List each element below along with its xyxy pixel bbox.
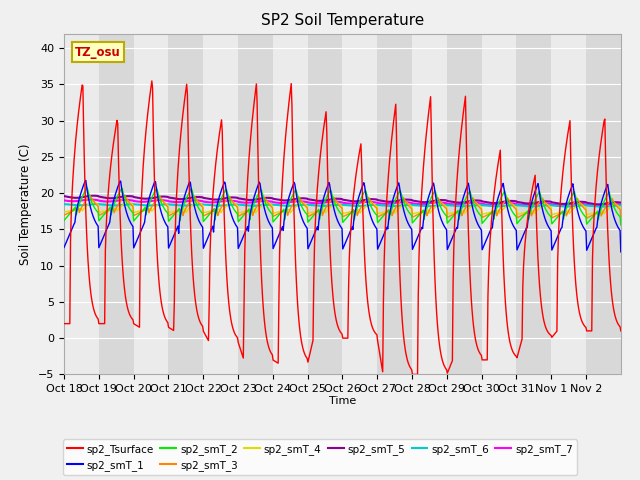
Bar [99,34,134,374]
Bar [586,34,621,374]
Text: TZ_osu: TZ_osu [75,46,121,59]
Bar [134,34,168,374]
Bar [342,34,377,374]
Bar [412,34,447,374]
Legend: sp2_Tsurface, sp2_smT_1, sp2_smT_2, sp2_smT_3, sp2_smT_4, sp2_smT_5, sp2_smT_6, : sp2_Tsurface, sp2_smT_1, sp2_smT_2, sp2_… [63,439,577,475]
Bar [481,34,516,374]
Bar [377,34,412,374]
Bar [516,34,551,374]
Bar [238,34,273,374]
Y-axis label: Soil Temperature (C): Soil Temperature (C) [19,143,33,265]
Bar [308,34,342,374]
Bar [551,34,586,374]
Bar [64,34,99,374]
Bar [168,34,204,374]
Title: SP2 Soil Temperature: SP2 Soil Temperature [260,13,424,28]
X-axis label: Time: Time [329,396,356,406]
Bar [204,34,238,374]
Bar [273,34,308,374]
Bar [447,34,481,374]
